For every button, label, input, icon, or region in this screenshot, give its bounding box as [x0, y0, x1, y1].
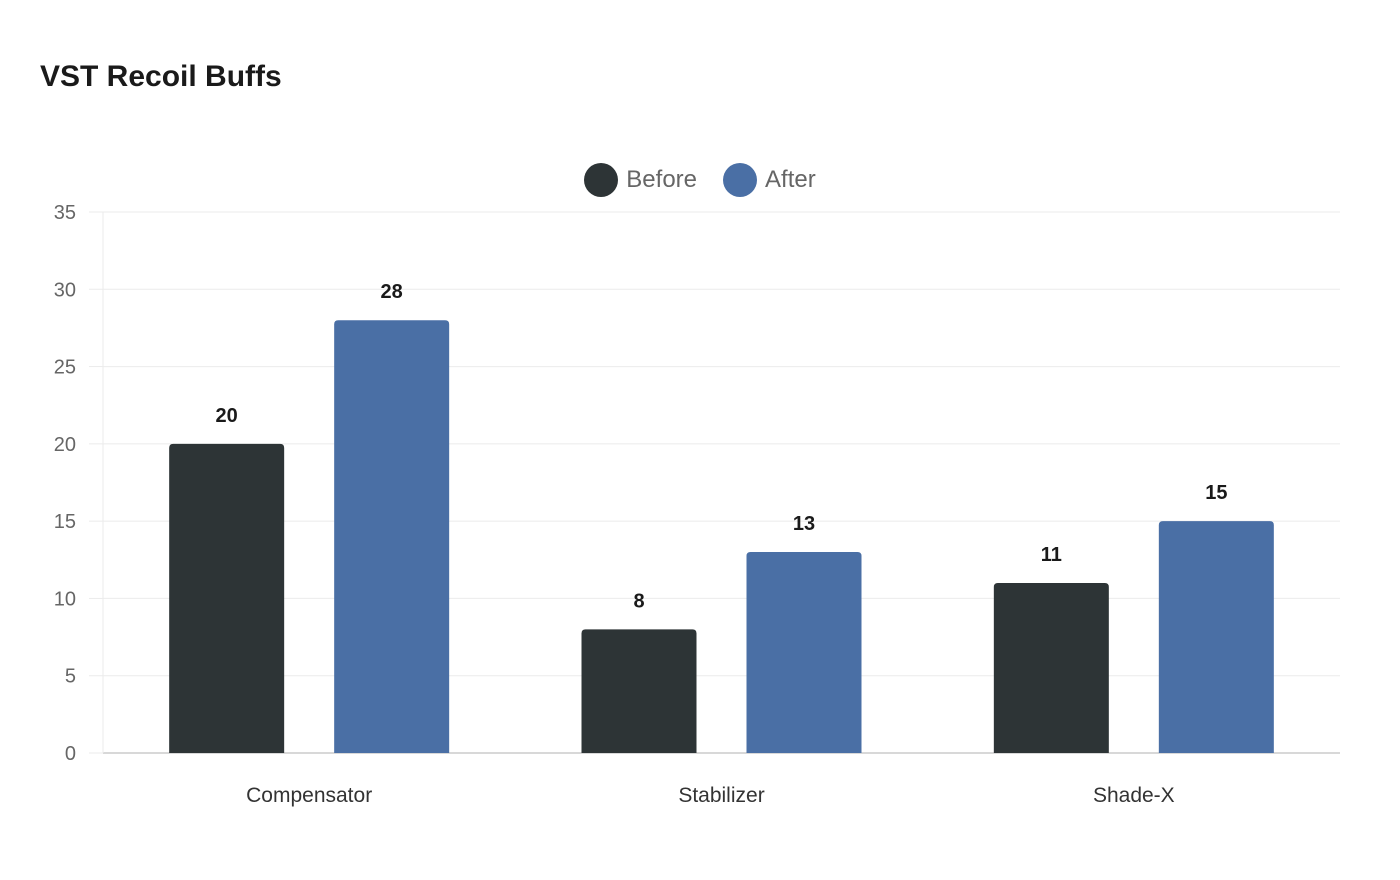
y-tick-label: 25	[54, 357, 76, 379]
legend-item[interactable]: After	[723, 163, 816, 197]
y-tick-label: 5	[65, 666, 76, 688]
chart-title: VST Recoil Buffs	[40, 60, 282, 93]
y-tick-label: 0	[65, 743, 76, 765]
legend-swatch	[723, 163, 758, 197]
bar-after	[746, 552, 862, 753]
data-label: 8	[633, 590, 644, 612]
y-tick-label: 35	[54, 202, 76, 224]
bar-before	[169, 443, 285, 753]
legend-swatch	[584, 163, 619, 197]
bar-after	[1158, 521, 1274, 753]
y-tick-label: 15	[54, 511, 76, 533]
y-tick-label: 30	[54, 279, 76, 301]
x-tick-label: Shade-X	[1093, 784, 1175, 807]
data-label: 15	[1205, 482, 1227, 504]
data-label: 28	[381, 281, 403, 303]
x-tick-label: Compensator	[246, 784, 372, 807]
data-label: 13	[793, 513, 815, 535]
legend: Before After	[0, 163, 1400, 197]
legend-label: After	[765, 166, 816, 193]
bar-before	[581, 629, 697, 753]
bar-after	[334, 320, 450, 753]
data-label: 20	[216, 405, 238, 427]
legend-item[interactable]: Before	[584, 163, 697, 197]
data-label: 11	[1041, 544, 1062, 566]
x-tick-label: Stabilizer	[678, 784, 764, 807]
legend-label: Before	[626, 166, 698, 193]
y-tick-label: 20	[54, 434, 76, 456]
y-tick-label: 10	[54, 588, 76, 610]
bar-before	[993, 582, 1109, 753]
